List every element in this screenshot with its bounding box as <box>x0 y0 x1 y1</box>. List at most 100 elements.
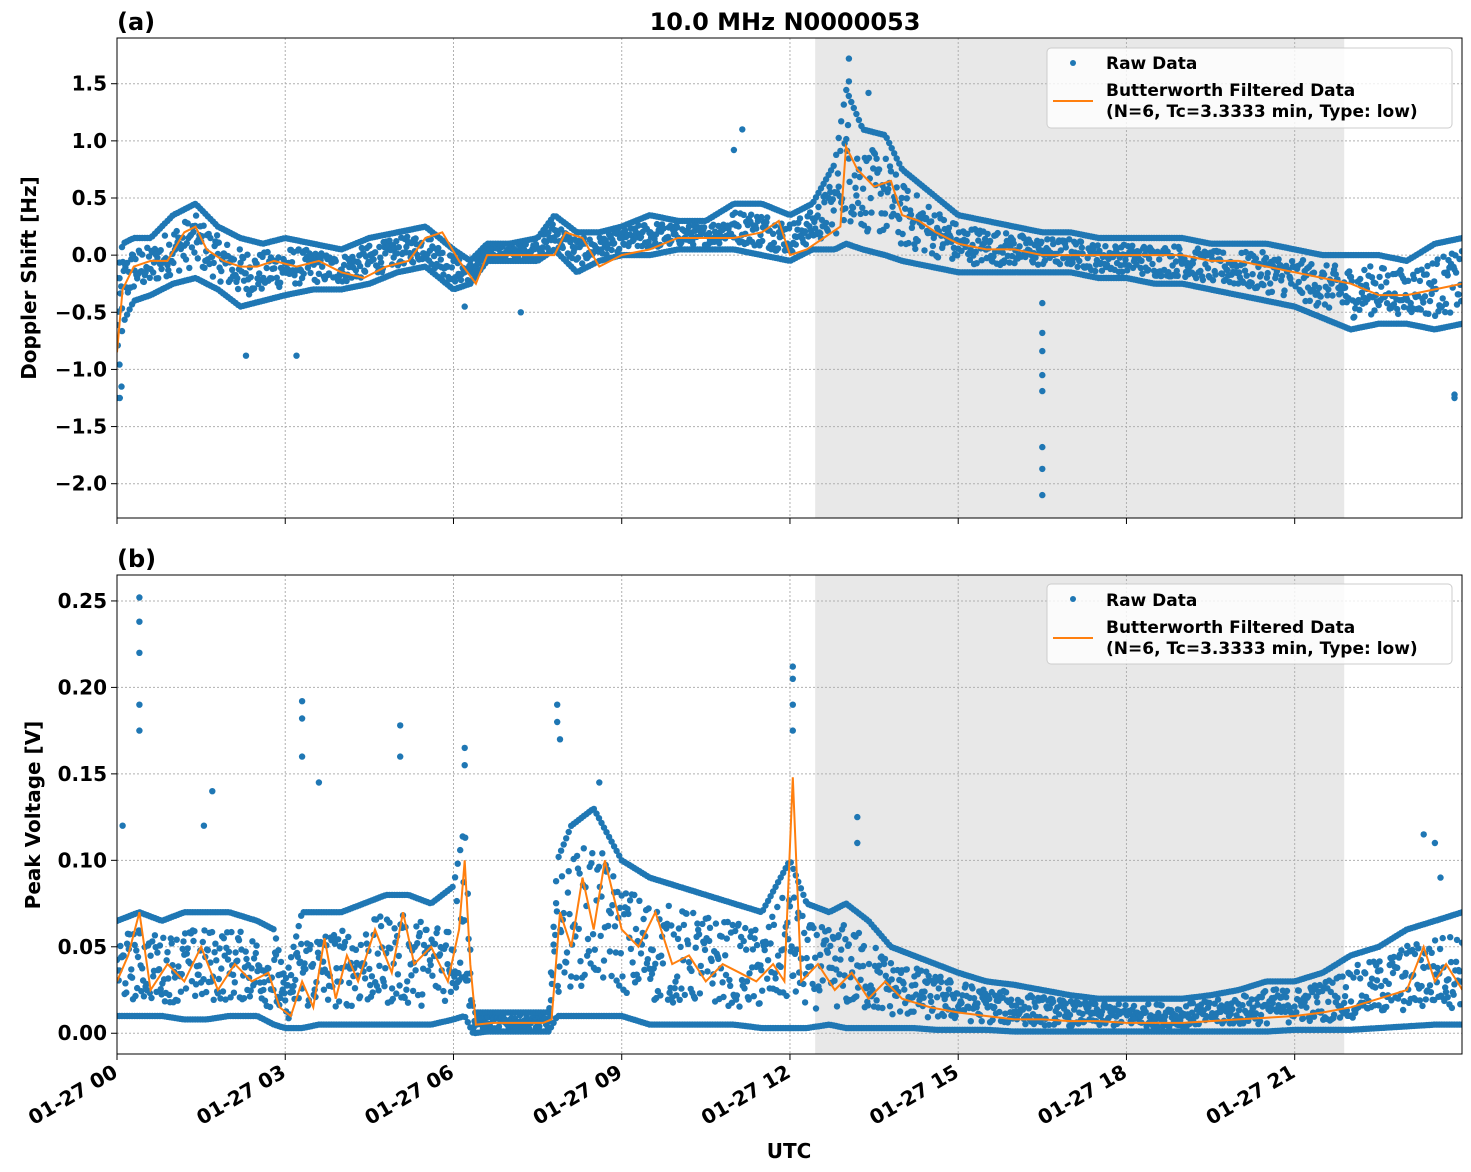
raw-data-point <box>623 989 630 996</box>
raw-data-outlier <box>845 78 853 85</box>
raw-data-point <box>229 266 236 273</box>
raw-data-point <box>211 949 218 956</box>
raw-data-point <box>215 239 222 246</box>
raw-data-point <box>1010 240 1017 247</box>
raw-data-point <box>232 949 239 956</box>
raw-data-point <box>613 977 620 984</box>
raw-data-point <box>1145 1000 1152 1008</box>
raw-data-point <box>178 970 185 978</box>
raw-data-point <box>840 216 847 224</box>
raw-data-point <box>403 986 410 993</box>
raw-data-point <box>196 962 203 969</box>
raw-data-outlier <box>1039 329 1046 337</box>
raw-data-point <box>173 936 180 943</box>
raw-data-point <box>616 904 624 911</box>
y-tick-label: −2.0 <box>55 472 107 496</box>
raw-data-point <box>442 942 450 949</box>
raw-data-point <box>176 267 183 274</box>
raw-data-point <box>298 940 305 948</box>
raw-data-point <box>1315 284 1323 292</box>
raw-data-point <box>1288 258 1296 265</box>
raw-data-point <box>133 947 140 954</box>
raw-data-point <box>566 910 573 918</box>
raw-data-point <box>1458 297 1462 305</box>
raw-data-point <box>999 249 1006 256</box>
raw-data-point <box>850 104 857 112</box>
raw-data-point <box>357 941 365 949</box>
raw-data-point <box>148 994 155 1002</box>
raw-data-point <box>709 980 716 987</box>
raw-data-point <box>846 178 853 185</box>
raw-data-point <box>912 245 919 253</box>
raw-data-point <box>240 255 247 262</box>
raw-data-point <box>670 931 677 938</box>
raw-data-point <box>325 270 333 277</box>
raw-data-point <box>146 989 153 997</box>
raw-data-point <box>899 230 906 238</box>
raw-data-point <box>377 922 385 930</box>
raw-data-point <box>790 894 798 901</box>
raw-data-point <box>770 239 778 247</box>
raw-data-point <box>425 967 432 974</box>
raw-data-point <box>550 941 557 948</box>
raw-data-point <box>974 1000 981 1007</box>
raw-data-point <box>903 195 910 202</box>
raw-data-point <box>393 250 401 257</box>
raw-data-point <box>745 996 752 1003</box>
raw-data-point <box>848 955 855 963</box>
raw-data-point <box>317 938 324 946</box>
raw-data-point <box>770 921 778 928</box>
raw-data-point <box>658 952 665 959</box>
raw-data-point <box>1115 1001 1123 1008</box>
raw-data-point <box>1145 266 1152 274</box>
raw-data-point <box>645 905 652 912</box>
raw-data-point <box>853 192 860 199</box>
raw-data-outlier <box>293 352 300 359</box>
raw-data-point <box>155 966 163 973</box>
raw-data-point <box>395 244 402 251</box>
raw-data-point <box>649 946 656 954</box>
panel-label: (a) <box>117 8 155 36</box>
raw-data-point <box>166 241 173 248</box>
raw-data-point <box>404 978 411 985</box>
raw-data-point <box>958 999 965 1007</box>
raw-data-point <box>683 910 690 917</box>
raw-data-point <box>434 925 441 932</box>
raw-data-point <box>247 274 254 281</box>
raw-data-point <box>192 212 200 219</box>
raw-data-point <box>377 913 384 920</box>
raw-data-outlier <box>1451 391 1458 398</box>
raw-data-point <box>764 214 771 221</box>
raw-data-point <box>184 220 191 227</box>
raw-data-point <box>876 969 884 976</box>
raw-data-point <box>271 956 278 963</box>
raw-data-point <box>854 155 861 162</box>
raw-data-point <box>1337 289 1345 297</box>
raw-data-point <box>1016 243 1023 250</box>
raw-data-point <box>1341 284 1349 291</box>
raw-data-point <box>870 165 877 172</box>
raw-data-point <box>801 929 808 937</box>
raw-data-point <box>827 942 834 950</box>
raw-data-point <box>1287 275 1294 282</box>
raw-data-point <box>853 993 860 1000</box>
raw-data-point <box>561 969 568 976</box>
raw-data-point <box>893 155 900 162</box>
raw-data-point <box>576 870 583 877</box>
raw-data-point <box>1154 1023 1161 1030</box>
y-axis-label: Doppler Shift [Hz] <box>17 176 41 380</box>
raw-data-point <box>1006 259 1013 266</box>
raw-data-point <box>207 234 214 242</box>
raw-data-point <box>555 988 562 995</box>
raw-data-point <box>608 838 615 845</box>
raw-data-point <box>339 927 346 934</box>
raw-data-point <box>1102 243 1109 250</box>
raw-data-point <box>743 946 750 953</box>
raw-data-point <box>157 247 164 254</box>
filtered-data-series <box>117 142 1462 353</box>
raw-data-point <box>1056 260 1064 268</box>
raw-data-point <box>417 918 424 926</box>
raw-data-point <box>605 922 612 930</box>
raw-data-point <box>723 935 730 942</box>
raw-data-point <box>555 853 562 861</box>
